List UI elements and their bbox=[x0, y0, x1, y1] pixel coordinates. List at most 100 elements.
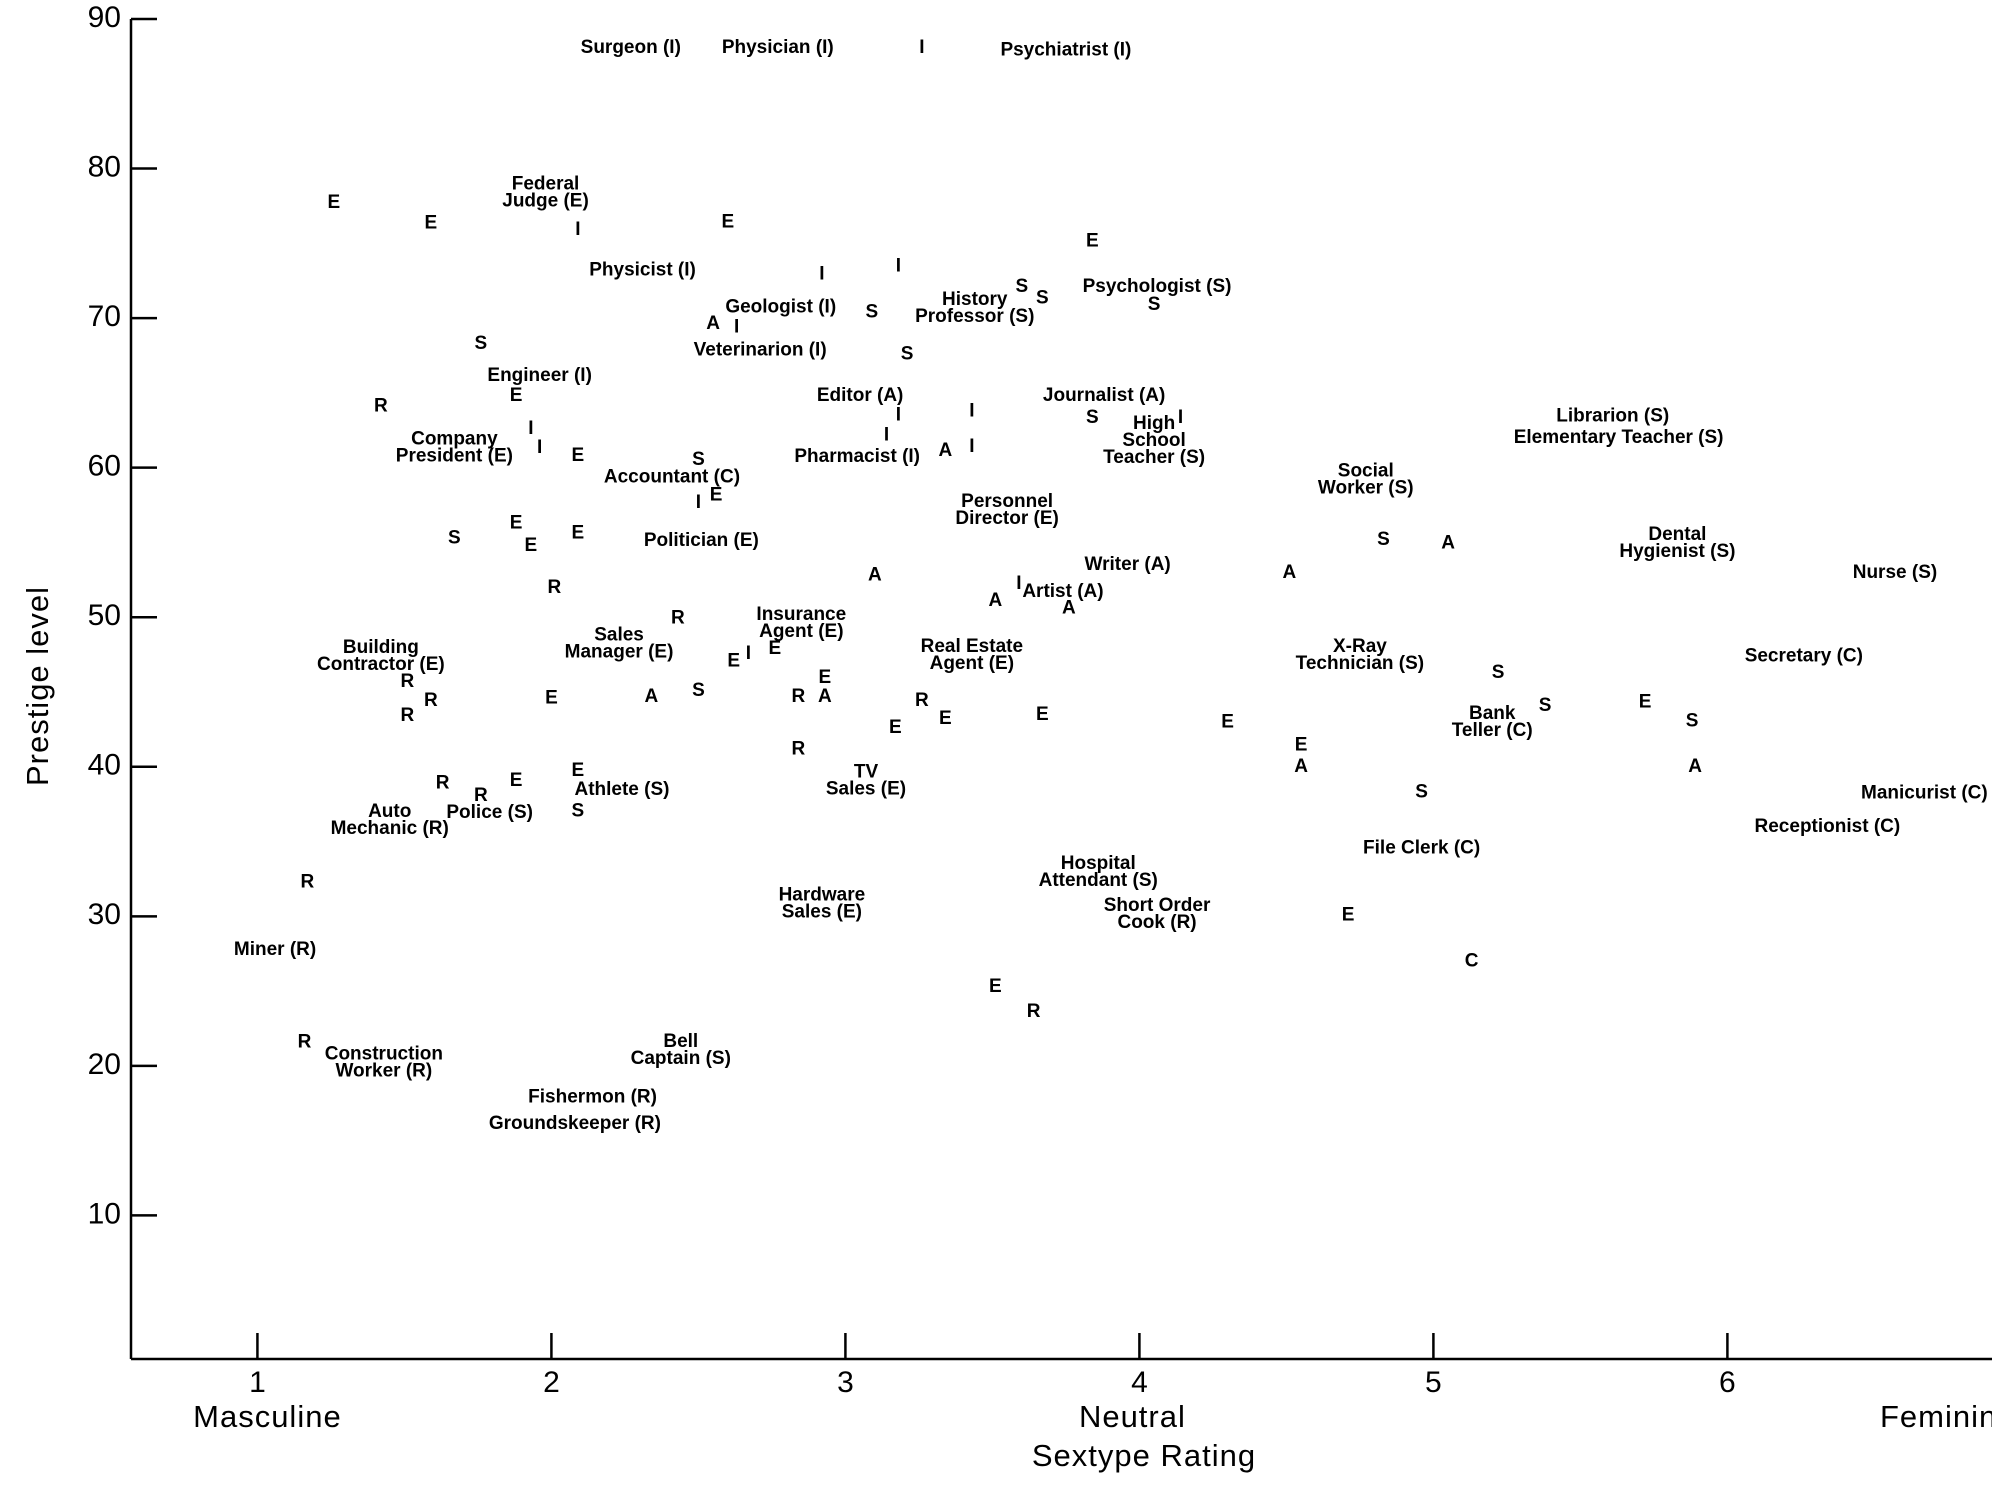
occupation-label: Athlete (S) bbox=[574, 779, 669, 800]
occupation-label: High bbox=[1133, 413, 1175, 434]
marker-code: R bbox=[301, 872, 315, 893]
marker-code: S bbox=[1036, 287, 1049, 308]
occupation-label: Librarion (S) bbox=[1556, 406, 1669, 427]
marker-code: I bbox=[696, 492, 701, 513]
marker-code: R bbox=[436, 773, 450, 794]
marker-code: R bbox=[374, 395, 388, 416]
occupation-label: Hygienist (S) bbox=[1619, 541, 1735, 562]
marker-code: R bbox=[792, 686, 806, 707]
marker-code: E bbox=[1086, 230, 1099, 251]
y-tick-label: 60 bbox=[88, 450, 121, 483]
occupation-label: Journalist (A) bbox=[1043, 385, 1165, 406]
point-marker: I bbox=[734, 317, 739, 338]
point-marker: S bbox=[572, 801, 585, 822]
occupation-point: Geologist (I) bbox=[725, 296, 836, 317]
marker-code: S bbox=[692, 680, 705, 701]
occupation-label: Geologist (I) bbox=[725, 296, 836, 317]
marker-code: R bbox=[671, 607, 685, 628]
point-marker: I bbox=[575, 219, 580, 240]
y-tick-label: 90 bbox=[88, 1, 121, 34]
marker-code: S bbox=[475, 333, 488, 354]
point-marker: R bbox=[424, 690, 438, 711]
marker-code: E bbox=[889, 717, 902, 738]
marker-code: I bbox=[537, 437, 542, 458]
occupation-label: School bbox=[1122, 430, 1185, 451]
marker-code: A bbox=[818, 686, 832, 707]
occupation-label: Elementary Teacher (S) bbox=[1514, 427, 1724, 448]
occupation-point: Pharmacist (I) bbox=[794, 446, 920, 467]
occupation-point: Athlete (S) bbox=[574, 779, 669, 800]
occupation-point: Accountant (C) bbox=[604, 467, 740, 488]
occupation-label: Psychologist (S) bbox=[1083, 276, 1232, 297]
marker-code: E bbox=[818, 667, 831, 688]
point-marker: C bbox=[1465, 951, 1479, 972]
marker-code: E bbox=[1639, 691, 1652, 712]
occupation-label: Bank bbox=[1469, 703, 1516, 724]
occupation-point: File Clerk (C) bbox=[1363, 837, 1480, 858]
marker-code: I bbox=[1016, 573, 1021, 594]
marker-code: S bbox=[572, 801, 585, 822]
marker-code: A bbox=[1688, 756, 1702, 777]
point-marker: R bbox=[436, 773, 450, 794]
occupation-point: Surgeon (I) bbox=[581, 37, 681, 58]
occupation-point: Physician (I) bbox=[722, 37, 834, 58]
marker-code: I bbox=[969, 436, 974, 457]
marker-code: A bbox=[1294, 756, 1308, 777]
point-marker: S bbox=[692, 449, 705, 470]
point-marker: S bbox=[448, 527, 461, 548]
occupation-label: Mechanic (R) bbox=[331, 818, 449, 839]
marker-code: I bbox=[528, 418, 533, 439]
marker-code: A bbox=[1282, 562, 1296, 583]
point-marker: A bbox=[988, 590, 1002, 611]
marker-code: A bbox=[706, 313, 720, 334]
point-marker: S bbox=[1036, 287, 1049, 308]
marker-code: E bbox=[328, 192, 341, 213]
point-marker: I bbox=[919, 37, 924, 58]
point-marker: I bbox=[1178, 407, 1183, 428]
occupation-label: Company bbox=[411, 429, 498, 450]
occupation-label: Captain (S) bbox=[631, 1048, 731, 1069]
point-marker: E bbox=[545, 688, 558, 709]
marker-code: S bbox=[1539, 695, 1552, 716]
point-marker: S bbox=[1148, 294, 1161, 315]
marker-code: R bbox=[1027, 1001, 1041, 1022]
point-marker: E bbox=[425, 212, 438, 233]
occupation-point: Journalist (A) bbox=[1043, 385, 1165, 406]
occupation-point: Engineer (I) bbox=[487, 365, 592, 386]
occupation-label: Worker (S) bbox=[1318, 478, 1414, 499]
occupation-label: Manager (E) bbox=[565, 641, 674, 662]
point-marker: E bbox=[1036, 704, 1049, 725]
x-tick-label: 1 bbox=[249, 1366, 266, 1399]
y-tick-label: 50 bbox=[88, 599, 121, 632]
marker-code: E bbox=[545, 688, 558, 709]
occupation-label: Cook (R) bbox=[1117, 912, 1196, 933]
marker-code: A bbox=[1441, 533, 1455, 554]
marker-code: R bbox=[400, 705, 414, 726]
point-marker: I bbox=[696, 492, 701, 513]
occupation-label: Agent (E) bbox=[930, 653, 1014, 674]
x-anchor-label: Neutral bbox=[1079, 1399, 1186, 1434]
marker-code: S bbox=[692, 449, 705, 470]
point-marker: R bbox=[792, 686, 806, 707]
point-marker: A bbox=[1294, 756, 1308, 777]
y-tick-label: 70 bbox=[88, 300, 121, 333]
marker-code: R bbox=[400, 671, 414, 692]
point-marker: R bbox=[915, 690, 929, 711]
occupation-point: Veterinarion (I) bbox=[694, 340, 827, 361]
marker-code: E bbox=[510, 512, 523, 533]
point-marker: E bbox=[524, 535, 537, 556]
occupation-point: Manicurist (C) bbox=[1861, 783, 1988, 804]
occupation-label: Surgeon (I) bbox=[581, 37, 681, 58]
occupation-label: Sales bbox=[594, 624, 644, 645]
occupation-label: Sales (E) bbox=[826, 779, 906, 800]
occupation-label: Teller (C) bbox=[1452, 720, 1533, 741]
occupation-point: Groundskeeper (R) bbox=[489, 1113, 661, 1134]
point-marker: I bbox=[884, 425, 889, 446]
occupation-label: Accountant (C) bbox=[604, 467, 740, 488]
point-marker: I bbox=[746, 643, 751, 664]
marker-code: E bbox=[939, 708, 952, 729]
marker-code: E bbox=[1221, 712, 1234, 733]
occupation-label: Auto bbox=[368, 801, 411, 822]
